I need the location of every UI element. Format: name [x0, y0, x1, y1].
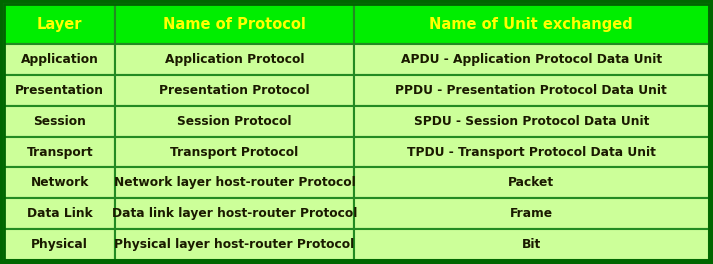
Text: Application: Application	[21, 53, 98, 66]
Bar	[116, 75, 354, 106]
Bar	[116, 198, 354, 229]
Bar	[4, 229, 116, 260]
Text: TPDU - Transport Protocol Data Unit: TPDU - Transport Protocol Data Unit	[407, 145, 656, 159]
Text: Data Link: Data Link	[27, 207, 93, 220]
Bar	[116, 229, 354, 260]
Bar	[354, 106, 709, 137]
Bar	[4, 4, 116, 44]
Bar	[4, 44, 116, 75]
Bar	[116, 106, 354, 137]
Text: Presentation Protocol: Presentation Protocol	[159, 84, 310, 97]
Bar	[116, 44, 354, 75]
Text: Session Protocol: Session Protocol	[178, 115, 292, 128]
Bar	[116, 137, 354, 167]
Bar	[4, 106, 116, 137]
Text: Bit: Bit	[522, 238, 541, 251]
Text: Physical: Physical	[31, 238, 88, 251]
Text: Network: Network	[31, 176, 89, 189]
Text: SPDU - Session Protocol Data Unit: SPDU - Session Protocol Data Unit	[414, 115, 649, 128]
Bar	[354, 198, 709, 229]
Bar	[354, 229, 709, 260]
Text: PPDU - Presentation Protocol Data Unit: PPDU - Presentation Protocol Data Unit	[396, 84, 667, 97]
Text: Transport: Transport	[26, 145, 93, 159]
Text: Physical layer host-router Protocol: Physical layer host-router Protocol	[114, 238, 354, 251]
Bar	[4, 75, 116, 106]
Bar	[354, 75, 709, 106]
Text: Network layer host-router Protocol: Network layer host-router Protocol	[113, 176, 355, 189]
Text: Application Protocol: Application Protocol	[165, 53, 304, 66]
Text: Session: Session	[34, 115, 86, 128]
Bar	[354, 44, 709, 75]
Bar	[354, 167, 709, 198]
Text: Name of Protocol: Name of Protocol	[163, 17, 306, 32]
Text: Data link layer host-router Protocol: Data link layer host-router Protocol	[112, 207, 357, 220]
Text: APDU - Application Protocol Data Unit: APDU - Application Protocol Data Unit	[401, 53, 662, 66]
Bar	[4, 167, 116, 198]
Bar	[116, 4, 354, 44]
Text: Layer: Layer	[37, 17, 83, 32]
Bar	[4, 198, 116, 229]
Text: Packet: Packet	[508, 176, 555, 189]
Text: Transport Protocol: Transport Protocol	[170, 145, 299, 159]
Text: Frame: Frame	[510, 207, 553, 220]
Text: Presentation: Presentation	[15, 84, 104, 97]
Bar	[354, 137, 709, 167]
Bar	[354, 4, 709, 44]
Bar	[4, 137, 116, 167]
Bar	[116, 167, 354, 198]
Text: Name of Unit exchanged: Name of Unit exchanged	[429, 17, 633, 32]
